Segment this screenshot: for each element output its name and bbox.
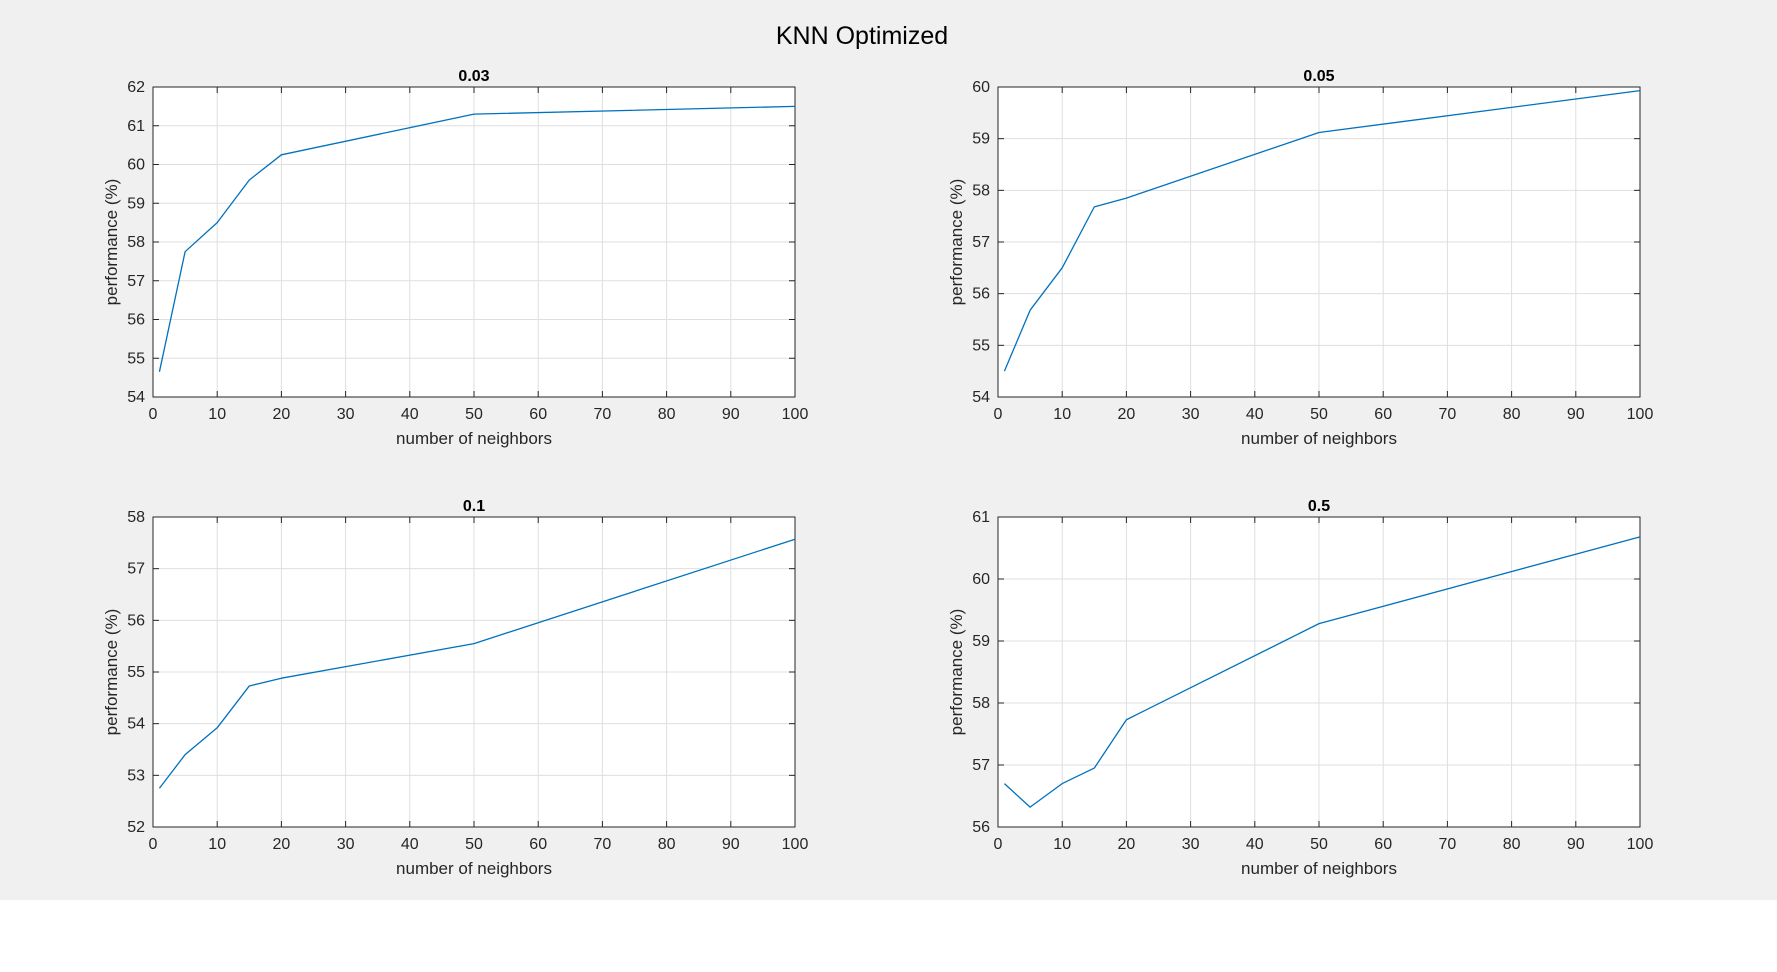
y-tick-label: 56 [127, 612, 145, 629]
x-tick-label: 50 [1310, 836, 1328, 853]
x-tick-label: 0 [994, 406, 1003, 423]
x-tick-label: 60 [529, 836, 547, 853]
subplot-title: 0.1 [463, 498, 485, 515]
subplot-1: 0 10 20 30 40 50 60 70 80 90 100 54 55 56 57 58 59 60 61 62… [102, 68, 808, 448]
x-tick-label: 30 [337, 406, 355, 423]
subplot-2: 0 10 20 30 40 50 60 70 80 90 100 54 55 56 57 58 59 60 0.05… [947, 68, 1653, 448]
y-tick-label: 54 [127, 716, 145, 733]
y-tick-label: 54 [127, 389, 145, 406]
y-tick-label: 55 [972, 337, 990, 354]
x-tick-label: 70 [1439, 406, 1457, 423]
x-tick-label: 60 [529, 406, 547, 423]
x-tick-label: 100 [782, 406, 809, 423]
series-line-1 [1003, 89, 1641, 372]
x-tick-label: 40 [1246, 406, 1264, 423]
y-tick-label: 58 [127, 234, 145, 251]
subplot-4: 0 10 20 30 40 50 60 70 80 90 100 56 57 58 59 60 61 0.5 num… [947, 498, 1653, 878]
x-tick-label: 80 [658, 836, 676, 853]
figure-canvas: KNN Optimized 0 10 20 30 40 50 60 70 80 90 100 54 55… [0, 0, 1777, 900]
x-tick-label: 60 [1374, 406, 1392, 423]
y-tick-label: 58 [127, 509, 145, 526]
y-tick-label: 59 [127, 195, 145, 212]
x-tick-label: 20 [273, 406, 291, 423]
y-tick-label: 60 [972, 79, 990, 96]
y-tick-label: 54 [972, 389, 990, 406]
x-tick-label: 80 [1503, 406, 1521, 423]
x-tick-label: 60 [1374, 836, 1392, 853]
x-tick-label: 70 [1439, 836, 1457, 853]
x-axis-label: number of neighbors [1241, 429, 1397, 448]
x-tick-label: 10 [1053, 406, 1071, 423]
x-axis-label: number of neighbors [1241, 859, 1397, 878]
x-axis-label: number of neighbors [396, 859, 552, 878]
subplot-title: 0.05 [1303, 68, 1334, 85]
y-tick-label: 55 [127, 350, 145, 367]
x-tick-label: 10 [1053, 836, 1071, 853]
y-tick-label: 53 [127, 767, 145, 784]
y-tick-label: 59 [972, 633, 990, 650]
x-tick-label: 90 [722, 406, 740, 423]
x-tick-label: 80 [1503, 836, 1521, 853]
x-tick-label: 90 [1567, 406, 1585, 423]
y-axis-label: performance (%) [947, 179, 966, 306]
figure-svg: KNN Optimized 0 10 20 30 40 50 60 70 80 90 1005455… [102, 22, 1653, 878]
series-line-1 [158, 538, 796, 789]
x-tick-label: 30 [1182, 406, 1200, 423]
x-tick-label: 20 [273, 836, 291, 853]
x-axis-label: number of neighbors [396, 429, 552, 448]
y-axis-label: performance (%) [947, 609, 966, 736]
x-tick-label: 100 [1627, 836, 1654, 853]
y-tick-label: 58 [972, 182, 990, 199]
x-tick-label: 40 [401, 406, 419, 423]
x-tick-label: 50 [465, 406, 483, 423]
x-tick-label: 70 [594, 836, 612, 853]
y-tick-label: 57 [972, 757, 990, 774]
y-tick-label: 60 [972, 571, 990, 588]
y-axis-label: performance (%) [102, 609, 121, 736]
x-tick-label: 20 [1118, 406, 1136, 423]
y-tick-label: 60 [127, 157, 145, 174]
x-tick-label: 20 [1118, 836, 1136, 853]
y-tick-label: 57 [127, 273, 145, 290]
series-line-1 [158, 105, 796, 372]
y-tick-label: 61 [127, 118, 145, 135]
x-tick-label: 50 [1310, 406, 1328, 423]
x-tick-label: 30 [1182, 836, 1200, 853]
x-tick-label: 40 [1246, 836, 1264, 853]
y-tick-label: 58 [972, 695, 990, 712]
subplot-3: 0 10 20 30 40 50 60 70 80 90 100 52 53 54 55 56 57 58 0.1 n… [102, 498, 808, 878]
y-tick-label: 56 [972, 286, 990, 303]
x-tick-label: 70 [594, 406, 612, 423]
x-tick-label: 90 [1567, 836, 1585, 853]
y-tick-label: 61 [972, 509, 990, 526]
series-line-1 [1003, 536, 1641, 808]
x-tick-label: 0 [149, 406, 158, 423]
y-tick-label: 59 [972, 131, 990, 148]
y-tick-label: 56 [127, 312, 145, 329]
x-tick-label: 50 [465, 836, 483, 853]
subplot-title: 0.03 [458, 68, 489, 85]
y-tick-label: 52 [127, 819, 145, 836]
x-tick-label: 0 [994, 836, 1003, 853]
y-tick-label: 57 [127, 561, 145, 578]
y-axis-label: performance (%) [102, 179, 121, 306]
x-tick-label: 40 [401, 836, 419, 853]
y-tick-label: 55 [127, 664, 145, 681]
x-tick-label: 30 [337, 836, 355, 853]
x-tick-label: 100 [1627, 406, 1654, 423]
figure-title: KNN Optimized [776, 22, 948, 50]
y-tick-label: 56 [972, 819, 990, 836]
x-tick-label: 80 [658, 406, 676, 423]
subplot-title: 0.5 [1308, 498, 1330, 515]
y-tick-label: 62 [127, 79, 145, 96]
x-tick-label: 100 [782, 836, 809, 853]
y-tick-label: 57 [972, 234, 990, 251]
x-tick-label: 10 [208, 406, 226, 423]
x-tick-label: 10 [208, 836, 226, 853]
x-tick-label: 90 [722, 836, 740, 853]
x-tick-label: 0 [149, 836, 158, 853]
subplots-container: 0 10 20 30 40 50 60 70 80 90 100545556575859606162… [102, 68, 1653, 878]
